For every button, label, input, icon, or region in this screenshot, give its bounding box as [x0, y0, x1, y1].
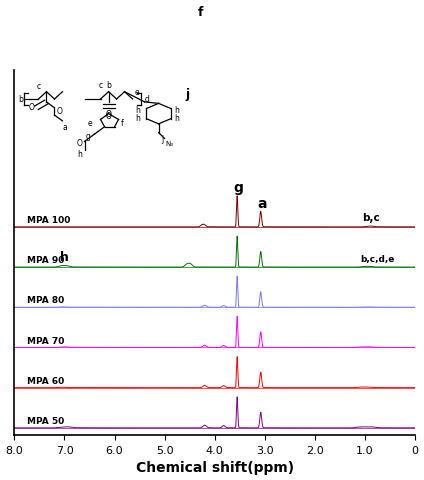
Text: f: f [198, 6, 204, 19]
Text: b,c,d,e: b,c,d,e [360, 254, 395, 263]
Text: MPA 90: MPA 90 [27, 256, 64, 264]
Text: MPA 60: MPA 60 [27, 376, 64, 385]
Text: b,c: b,c [362, 213, 380, 223]
Text: g: g [233, 180, 243, 194]
X-axis label: Chemical shift(ppm): Chemical shift(ppm) [136, 460, 294, 474]
Text: MPA 80: MPA 80 [27, 296, 64, 305]
Text: MPA 70: MPA 70 [27, 336, 64, 345]
Text: h: h [60, 250, 69, 263]
Text: a: a [257, 196, 267, 210]
Text: MPA 100: MPA 100 [27, 216, 70, 225]
Text: MPA 50: MPA 50 [27, 416, 64, 425]
Text: j: j [185, 88, 189, 101]
